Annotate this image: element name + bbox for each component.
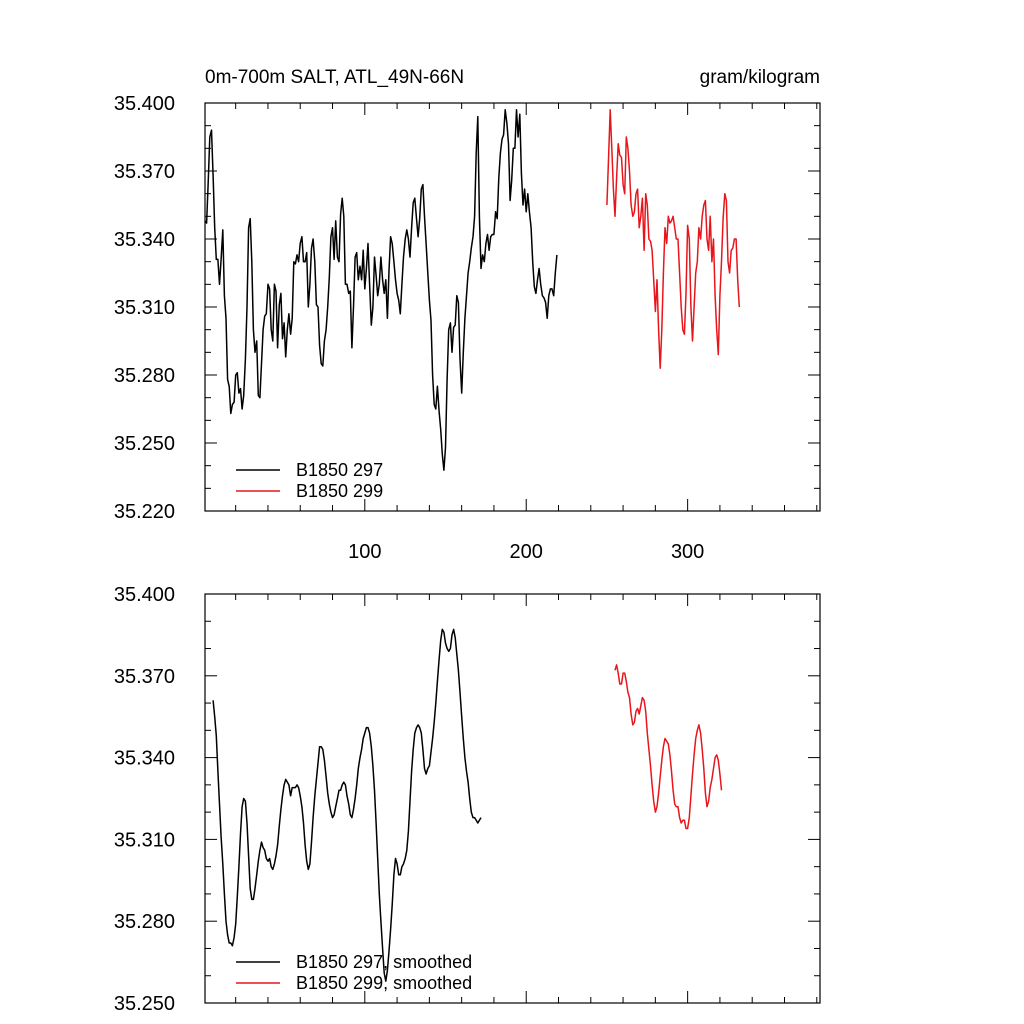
series-line-b1850-299-smoothed — [614, 664, 723, 830]
y-tick-label: 35.400 — [114, 93, 175, 115]
bottom-y-axis-labels: 35.250 35.280 35.310 35.340 35.370 35.400 — [114, 584, 175, 1015]
y-tick-label: 35.250 — [114, 993, 175, 1015]
bottom-plot-frame — [204, 593, 821, 1004]
top-plot-frame — [204, 102, 821, 512]
y-tick-label: 35.370 — [114, 666, 175, 688]
bottom-chart: 35.250 35.280 35.310 35.340 35.370 35.400 B18… — [114, 584, 821, 1015]
series-line-b1850-299 — [606, 109, 741, 369]
series-line-b1850-297 — [204, 109, 558, 471]
y-tick-label: 35.280 — [114, 911, 175, 933]
top-legend: B1850 297 B1850 299 — [236, 460, 383, 501]
top-series-group — [204, 109, 741, 471]
y-tick-label: 35.370 — [114, 161, 175, 183]
y-tick-label: 35.340 — [114, 748, 175, 770]
legend-label-b1850-299: B1850 299 — [296, 481, 383, 501]
y-tick-label: 35.310 — [114, 829, 175, 851]
y-tick-label: 35.400 — [114, 584, 175, 606]
bottom-legend: B1850 297, smoothed B1850 299, smoothed — [236, 952, 472, 993]
bottom-axis-ticks — [205, 593, 820, 1004]
top-x-axis-labels: 100 200 300 — [348, 541, 704, 563]
x-tick-label: 200 — [510, 541, 543, 563]
chart-units-label: gram/kilogram — [700, 67, 820, 88]
chart-title-left: 0m-700m SALT, ATL_49N-66N — [205, 67, 464, 88]
series-line-b1850-297-smoothed — [212, 628, 482, 982]
legend-label-b1850-299-smoothed: B1850 299, smoothed — [296, 973, 472, 993]
y-tick-label: 35.250 — [114, 433, 175, 455]
y-tick-label: 35.220 — [114, 501, 175, 523]
y-tick-label: 35.310 — [114, 297, 175, 319]
bottom-series-group — [212, 628, 723, 982]
y-tick-label: 35.280 — [114, 365, 175, 387]
x-tick-label: 300 — [671, 541, 704, 563]
top-y-axis-labels: 35.220 35.250 35.280 35.310 35.340 35.370 35.4… — [114, 93, 175, 523]
top-chart: 0m-700m SALT, ATL_49N-66N gram/kilogram … — [114, 67, 821, 563]
y-tick-label: 35.340 — [114, 229, 175, 251]
legend-label-b1850-297: B1850 297 — [296, 460, 383, 480]
x-tick-label: 100 — [348, 541, 381, 563]
legend-label-b1850-297-smoothed: B1850 297, smoothed — [296, 952, 472, 972]
